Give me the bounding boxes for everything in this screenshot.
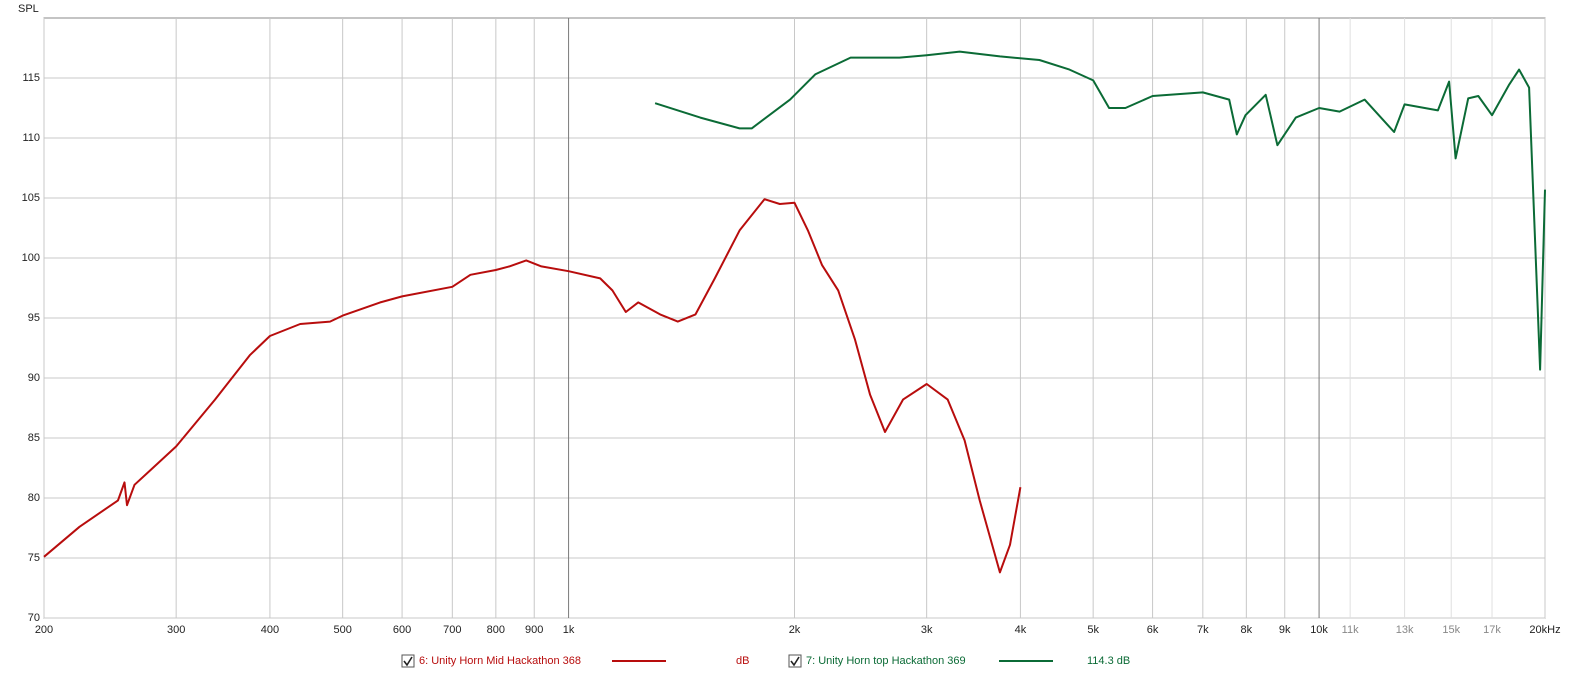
legend-reading: 114.3 dB	[1087, 655, 1130, 667]
x-tick-label: 13k	[1396, 624, 1414, 636]
checkmark	[790, 656, 800, 667]
series-line	[43, 198, 1022, 574]
y-tick-label: 75	[28, 552, 40, 564]
grid	[43, 18, 1546, 619]
y-tick-label: 85	[28, 432, 40, 444]
y-axis-label: SPL	[18, 3, 39, 15]
x-tick-label: 11k	[1342, 624, 1359, 636]
x-tick-label: 20kHz	[1529, 624, 1560, 636]
x-tick-label: 6k	[1147, 624, 1159, 636]
y-tick-label: 90	[28, 372, 40, 384]
y-tick-label: 100	[22, 252, 40, 264]
legend-reading: dB	[736, 655, 749, 667]
checkmark	[403, 656, 413, 667]
x-tick-label: 200	[35, 624, 53, 636]
x-tick-label: 1k	[563, 624, 575, 636]
x-tick-label: 900	[525, 624, 543, 636]
x-tick-label: 700	[443, 624, 461, 636]
x-tick-label: 400	[261, 624, 279, 636]
y-tick-label: 105	[22, 192, 40, 204]
x-tick-label: 10k	[1310, 624, 1328, 636]
x-tick-label: 2k	[789, 624, 801, 636]
x-tick-label: 3k	[921, 624, 933, 636]
x-tick-label: 300	[167, 624, 185, 636]
x-tick-label: 9k	[1279, 624, 1291, 636]
y-tick-label: 80	[28, 492, 40, 504]
y-tick-label: 110	[22, 132, 40, 144]
y-tick-label: 95	[28, 312, 40, 324]
y-tick-label: 70	[28, 612, 40, 624]
x-tick-label: 500	[333, 624, 351, 636]
legend-entry: 7: Unity Horn top Hackathon 369 114.3 dB	[788, 654, 1130, 668]
legend-label: 6: Unity Horn Mid Hackathon 368	[419, 655, 581, 667]
x-tick-label: 4k	[1015, 624, 1027, 636]
legend-checkbox[interactable]	[401, 654, 415, 668]
legend-label: 7: Unity Horn top Hackathon 369	[806, 655, 966, 667]
legend-entry: 6: Unity Horn Mid Hackathon 368 dB	[401, 654, 749, 668]
x-tick-label: 17k	[1483, 624, 1501, 636]
x-tick-label: 800	[487, 624, 505, 636]
x-tick-label: 600	[393, 624, 411, 636]
x-tick-label: 5k	[1087, 624, 1099, 636]
x-tick-label: 8k	[1241, 624, 1253, 636]
x-tick-label: 15k	[1442, 624, 1460, 636]
y-tick-label: 115	[22, 72, 40, 84]
series-line	[654, 50, 1546, 371]
legend-checkbox[interactable]	[788, 654, 802, 668]
x-tick-label: 7k	[1197, 624, 1209, 636]
